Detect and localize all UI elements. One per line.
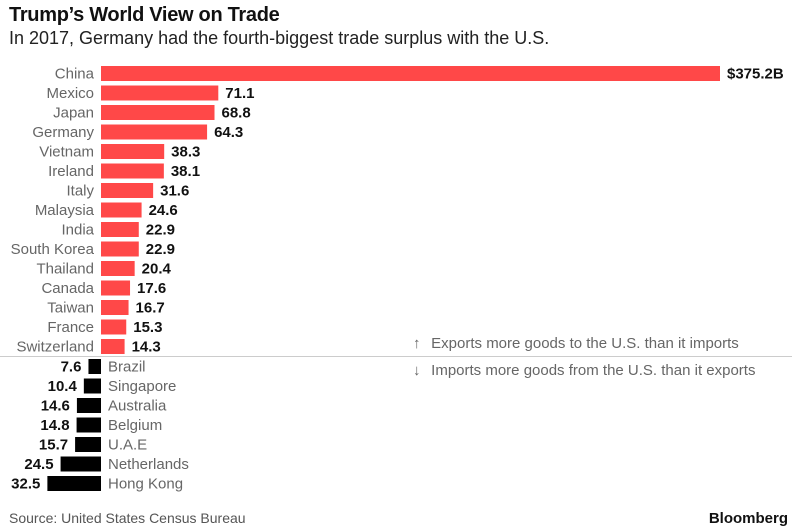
category-label-south-korea: South Korea — [11, 241, 95, 258]
category-label-belgium: Belgium — [108, 417, 162, 434]
category-label-vietnam: Vietnam — [39, 144, 94, 161]
bar-netherlands — [60, 456, 101, 472]
bar-china — [101, 66, 720, 81]
chart-title: Trump’s World View on Trade — [9, 4, 280, 26]
value-label-japan: 68.8 — [222, 105, 251, 122]
bar-hong-kong — [47, 476, 101, 491]
category-label-u-a-e: U.A.E — [108, 437, 147, 454]
legend-surplus-label: Exports more goods to the U.S. than it i… — [431, 335, 739, 352]
brand-logo: Bloomberg — [708, 510, 788, 527]
category-label-italy: Italy — [66, 183, 94, 200]
bar-france — [101, 319, 127, 335]
source-note: Source: United States Census Bureau — [9, 510, 246, 526]
bar-canada — [101, 280, 131, 296]
bar-australia — [76, 398, 101, 413]
category-label-india: India — [61, 222, 94, 239]
bar-belgium — [76, 417, 101, 433]
bar-south-korea — [101, 241, 139, 257]
category-label-france: France — [47, 319, 94, 336]
value-label-switzerland: 14.3 — [132, 339, 161, 356]
chart-subtitle: In 2017, Germany had the fourth-biggest … — [9, 28, 550, 48]
bar-brazil — [88, 359, 101, 374]
value-label-u-a-e: 15.7 — [39, 437, 68, 454]
category-label-malaysia: Malaysia — [35, 202, 95, 219]
bar-malaysia — [101, 202, 142, 218]
value-label-france: 15.3 — [133, 319, 162, 336]
value-label-mexico: 71.1 — [225, 85, 254, 102]
category-label-china: China — [55, 66, 95, 83]
category-label-thailand: Thailand — [36, 261, 94, 278]
bar-taiwan — [101, 300, 129, 315]
bar-u-a-e — [75, 437, 101, 452]
down-arrow-icon: ↓ — [413, 362, 421, 379]
bar-mexico — [101, 85, 219, 101]
value-label-vietnam: 38.3 — [171, 144, 200, 161]
category-label-singapore: Singapore — [108, 378, 176, 395]
value-label-italy: 31.6 — [160, 183, 189, 200]
value-label-taiwan: 16.7 — [136, 300, 165, 317]
legend-deficit-label: Imports more goods from the U.S. than it… — [431, 362, 756, 379]
bar-singapore — [83, 378, 101, 394]
category-label-taiwan: Taiwan — [47, 300, 94, 317]
value-label-canada: 17.6 — [137, 280, 166, 297]
value-label-singapore: 10.4 — [48, 378, 78, 395]
value-label-ireland: 38.1 — [171, 163, 200, 180]
category-label-germany: Germany — [32, 124, 94, 141]
value-label-brazil: 7.6 — [61, 359, 82, 376]
category-label-brazil: Brazil — [108, 359, 146, 376]
value-label-australia: 14.6 — [41, 398, 70, 415]
bar-india — [101, 222, 139, 237]
value-label-south-korea: 22.9 — [146, 241, 175, 258]
value-label-malaysia: 24.6 — [149, 202, 178, 219]
up-arrow-icon: ↑ — [413, 335, 421, 352]
legend-deficit: ↓ Imports more goods from the U.S. than … — [413, 362, 755, 379]
bar-thailand — [101, 261, 135, 276]
value-label-netherlands: 24.5 — [24, 456, 53, 473]
bar-ireland — [101, 163, 164, 179]
category-label-netherlands: Netherlands — [108, 456, 189, 473]
category-label-australia: Australia — [108, 398, 167, 415]
bar-vietnam — [101, 144, 165, 159]
bar-switzerland — [101, 339, 125, 354]
bar-italy — [101, 183, 154, 198]
value-label-thailand: 20.4 — [142, 261, 172, 278]
category-label-switzerland: Switzerland — [16, 339, 94, 356]
value-label-china: $375.2B — [727, 66, 784, 83]
value-label-india: 22.9 — [146, 222, 175, 239]
category-label-hong-kong: Hong Kong — [108, 476, 183, 493]
category-label-canada: Canada — [41, 280, 94, 297]
bar-germany — [101, 124, 208, 140]
value-label-hong-kong: 32.5 — [11, 476, 40, 493]
bar-japan — [101, 105, 215, 120]
value-label-germany: 64.3 — [214, 124, 243, 141]
category-label-ireland: Ireland — [48, 163, 94, 180]
category-label-mexico: Mexico — [46, 85, 94, 102]
value-label-belgium: 14.8 — [40, 417, 69, 434]
legend-surplus: ↑ Exports more goods to the U.S. than it… — [413, 335, 739, 352]
category-label-japan: Japan — [53, 105, 94, 122]
